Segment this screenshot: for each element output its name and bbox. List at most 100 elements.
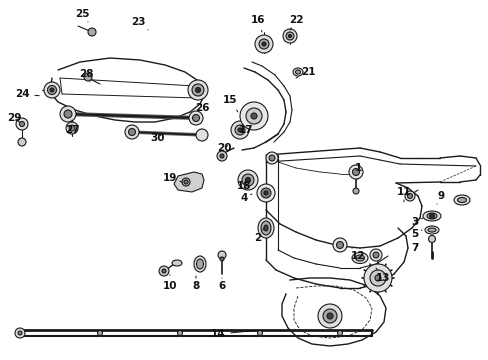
Circle shape <box>189 111 203 125</box>
Text: 17: 17 <box>238 125 253 135</box>
Circle shape <box>20 122 24 126</box>
Circle shape <box>285 32 293 40</box>
Circle shape <box>238 170 258 190</box>
Ellipse shape <box>196 259 203 269</box>
Circle shape <box>69 125 75 131</box>
Ellipse shape <box>264 225 267 231</box>
Ellipse shape <box>261 221 270 235</box>
Circle shape <box>192 114 199 122</box>
Ellipse shape <box>427 228 435 232</box>
Circle shape <box>47 85 57 94</box>
Text: 28: 28 <box>79 69 93 82</box>
Circle shape <box>254 35 272 53</box>
Circle shape <box>220 154 224 158</box>
Circle shape <box>15 328 25 338</box>
Circle shape <box>18 138 26 146</box>
Circle shape <box>44 82 60 98</box>
Text: 15: 15 <box>223 95 238 112</box>
Circle shape <box>265 152 278 164</box>
Ellipse shape <box>453 195 469 205</box>
Ellipse shape <box>422 211 440 221</box>
Circle shape <box>336 242 343 248</box>
Circle shape <box>369 249 381 261</box>
Circle shape <box>262 42 265 46</box>
Text: 1: 1 <box>354 163 361 179</box>
Circle shape <box>261 188 270 198</box>
Circle shape <box>326 313 332 319</box>
Circle shape <box>88 28 96 36</box>
Text: 25: 25 <box>75 9 89 22</box>
Circle shape <box>283 29 296 43</box>
Text: 3: 3 <box>410 217 422 227</box>
Circle shape <box>404 191 414 201</box>
Text: 23: 23 <box>130 17 148 30</box>
Ellipse shape <box>351 252 367 264</box>
Circle shape <box>264 191 267 195</box>
Circle shape <box>288 35 291 37</box>
Circle shape <box>407 194 412 198</box>
Circle shape <box>125 125 139 139</box>
Text: 16: 16 <box>250 15 264 32</box>
Circle shape <box>128 129 135 135</box>
Text: 7: 7 <box>410 243 418 253</box>
Ellipse shape <box>172 260 182 266</box>
Circle shape <box>374 275 380 281</box>
Ellipse shape <box>426 213 436 219</box>
Circle shape <box>250 113 257 119</box>
Circle shape <box>182 178 190 186</box>
Circle shape <box>363 264 391 292</box>
Circle shape <box>245 177 250 183</box>
Circle shape <box>369 270 385 286</box>
Circle shape <box>238 128 242 132</box>
Circle shape <box>427 235 435 243</box>
Circle shape <box>195 87 200 93</box>
Circle shape <box>242 174 253 186</box>
Text: 21: 21 <box>295 67 315 78</box>
Circle shape <box>245 108 262 124</box>
Text: 9: 9 <box>436 191 444 204</box>
Circle shape <box>323 309 336 323</box>
Text: 11: 11 <box>396 187 410 202</box>
Circle shape <box>60 106 76 122</box>
Circle shape <box>16 118 28 130</box>
Ellipse shape <box>194 256 205 272</box>
Circle shape <box>230 121 248 139</box>
Text: 24: 24 <box>15 89 39 99</box>
Circle shape <box>18 331 22 335</box>
Circle shape <box>372 252 378 258</box>
Circle shape <box>66 122 78 134</box>
Text: 8: 8 <box>192 276 199 291</box>
Circle shape <box>220 257 224 261</box>
Ellipse shape <box>258 218 273 238</box>
Text: 4: 4 <box>240 193 251 203</box>
Text: 27: 27 <box>64 120 79 135</box>
Circle shape <box>240 102 267 130</box>
Text: 5: 5 <box>410 229 421 239</box>
Circle shape <box>64 110 72 118</box>
Ellipse shape <box>295 70 300 74</box>
Text: 14: 14 <box>210 329 259 339</box>
Polygon shape <box>174 172 203 192</box>
Text: 22: 22 <box>288 15 303 30</box>
Circle shape <box>259 39 268 49</box>
Ellipse shape <box>424 226 438 234</box>
Circle shape <box>97 330 102 336</box>
Circle shape <box>352 188 358 194</box>
Circle shape <box>187 80 207 100</box>
Circle shape <box>428 213 434 219</box>
Circle shape <box>235 125 244 135</box>
Circle shape <box>352 168 359 175</box>
Circle shape <box>268 155 274 161</box>
Circle shape <box>192 84 203 96</box>
Circle shape <box>84 73 92 81</box>
Circle shape <box>162 269 165 273</box>
Circle shape <box>348 165 362 179</box>
Text: 2: 2 <box>254 228 264 243</box>
Circle shape <box>257 330 262 336</box>
Text: 10: 10 <box>163 275 177 291</box>
Circle shape <box>183 180 187 184</box>
Text: 29: 29 <box>7 113 21 123</box>
Ellipse shape <box>457 198 466 202</box>
Circle shape <box>159 266 169 276</box>
Circle shape <box>317 304 341 328</box>
